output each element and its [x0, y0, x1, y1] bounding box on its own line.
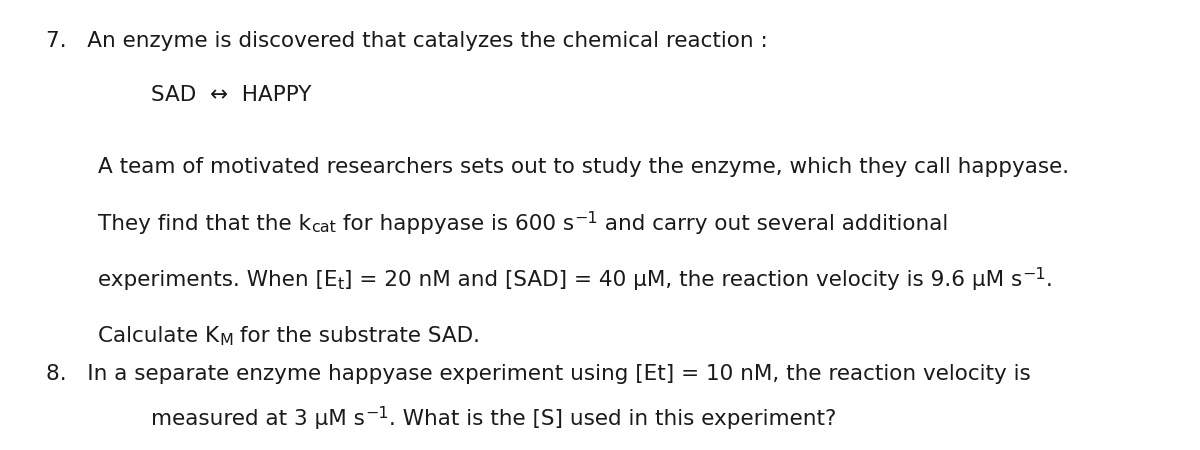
Text: 8.   In a separate enzyme happyase experiment using [Et] = 10 nM, the reaction v: 8. In a separate enzyme happyase experim…	[46, 364, 1031, 384]
Text: experiments. When [E: experiments. When [E	[98, 270, 338, 290]
Text: −1: −1	[575, 211, 598, 225]
Text: t: t	[338, 277, 344, 292]
Text: . What is the [S] used in this experiment?: . What is the [S] used in this experimen…	[389, 409, 836, 429]
Text: 7.   An enzyme is discovered that catalyzes the chemical reaction :: 7. An enzyme is discovered that catalyze…	[46, 31, 767, 51]
Text: for happyase is 600 s: for happyase is 600 s	[336, 213, 575, 234]
Text: .: .	[1046, 270, 1052, 290]
Text: Calculate K: Calculate K	[98, 326, 220, 346]
Text: and carry out several additional: and carry out several additional	[598, 213, 948, 234]
Text: cat: cat	[312, 220, 336, 235]
Text: measured at 3 μM s: measured at 3 μM s	[151, 409, 365, 429]
Text: They find that the k: They find that the k	[98, 213, 312, 234]
Text: −1: −1	[1022, 267, 1046, 282]
Text: A team of motivated researchers sets out to study the enzyme, which they call ha: A team of motivated researchers sets out…	[98, 157, 1069, 177]
Text: SAD  ↔  HAPPY: SAD ↔ HAPPY	[151, 85, 312, 105]
Text: ] = 20 nM and [SAD] = 40 μM, the reaction velocity is 9.6 μM s: ] = 20 nM and [SAD] = 40 μM, the reactio…	[344, 270, 1022, 290]
Text: for the substrate SAD.: for the substrate SAD.	[233, 326, 480, 346]
Text: −1: −1	[365, 406, 389, 421]
Text: M: M	[220, 333, 233, 348]
